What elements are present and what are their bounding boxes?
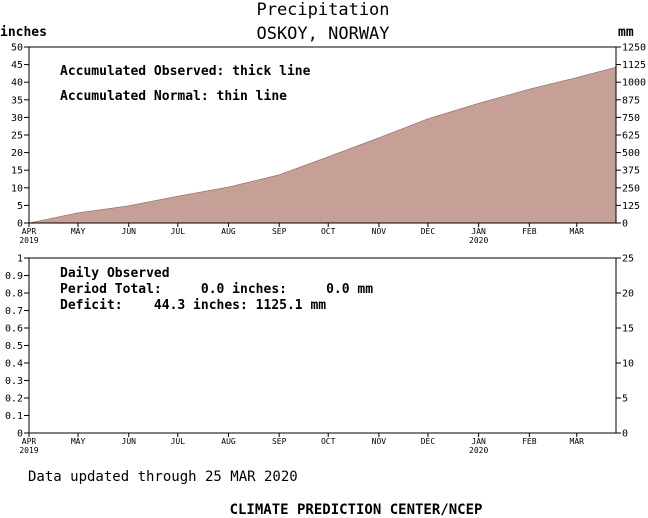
chart-title: Precipitation xyxy=(256,0,389,20)
x-tick-label: SEP xyxy=(272,227,287,236)
normal-note: Accumulated Normal: thin line xyxy=(60,89,287,104)
y-right-tick-label: 15 xyxy=(622,324,634,335)
y-tick-label: 0.2 xyxy=(5,394,23,405)
y-tick-label: 0.6 xyxy=(5,324,23,335)
x-tick-label: MAR xyxy=(570,437,585,446)
y-right-tick-label: 1000 xyxy=(622,78,646,89)
y-right-tick-label: 5 xyxy=(622,394,628,405)
x-tick-label: APR xyxy=(22,227,37,236)
y-tick-label: 0.4 xyxy=(5,359,23,370)
y-tick-label: 40 xyxy=(11,78,23,89)
x-tick-label: FEB xyxy=(522,227,537,236)
y-tick-label: 5 xyxy=(17,201,23,212)
y-tick-label: 0 xyxy=(17,219,23,230)
y-tick-label: 0.1 xyxy=(5,411,23,422)
x-tick-label: MAY xyxy=(71,437,86,446)
y-tick-label: 30 xyxy=(11,113,23,124)
y-tick-label: 20 xyxy=(11,148,23,159)
deficit-text: Deficit: 44.3 inches: 1125.1 mm xyxy=(60,298,326,313)
y-tick-label: 35 xyxy=(11,95,23,106)
x-tick-label: AUG xyxy=(221,437,236,446)
daily-panel: 00.10.20.30.40.50.60.70.80.910510152025A… xyxy=(5,254,634,456)
normal-area-0 xyxy=(28,66,617,224)
y-right-tick-label: 500 xyxy=(622,148,640,159)
y-tick-label: 0 xyxy=(17,429,23,440)
y-right-tick-label: 250 xyxy=(622,183,640,194)
x-tick-label: NOV xyxy=(372,437,387,446)
y-tick-label: 1 xyxy=(17,254,23,265)
x-tick-label: JAN xyxy=(471,437,486,446)
y-right-tick-label: 125 xyxy=(622,201,640,212)
x-tick-label: FEB xyxy=(522,437,537,446)
y-tick-label: 25 xyxy=(11,131,23,142)
period-total-text: Period Total: 0.0 inches: 0.0 mm xyxy=(60,282,373,297)
y-tick-label: 45 xyxy=(11,60,23,71)
x-tick-label: APR xyxy=(22,437,37,446)
x-tick-year: 2019 xyxy=(19,236,38,245)
x-tick-label: MAY xyxy=(71,227,86,236)
y-right-tick-label: 0 xyxy=(622,429,628,440)
x-tick-label: JUL xyxy=(171,227,186,236)
y-right-tick-label: 20 xyxy=(622,289,634,300)
y-right-tick-label: 1125 xyxy=(622,60,646,71)
chart-subtitle: OSKOY, NORWAY xyxy=(256,24,389,44)
y-tick-label: 0.3 xyxy=(5,376,23,387)
x-tick-label: JAN xyxy=(471,227,486,236)
x-tick-label: AUG xyxy=(221,227,236,236)
data-updated-text: Data updated through 25 MAR 2020 xyxy=(28,469,298,485)
x-tick-label: SEP xyxy=(272,437,287,446)
x-tick-label: NOV xyxy=(372,227,387,236)
x-tick-year: 2020 xyxy=(469,236,488,245)
x-tick-label: OCT xyxy=(321,227,336,236)
x-tick-label: JUN xyxy=(122,437,137,446)
y-tick-label: 0.8 xyxy=(5,289,23,300)
left-unit-label: inches xyxy=(0,25,47,40)
x-tick-label: JUL xyxy=(171,437,186,446)
x-tick-label: OCT xyxy=(321,437,336,446)
x-tick-label: DEC xyxy=(421,227,436,236)
y-right-tick-label: 625 xyxy=(622,131,640,142)
y-right-tick-label: 0 xyxy=(622,219,628,230)
y-tick-label: 0.9 xyxy=(5,271,23,282)
y-right-tick-label: 750 xyxy=(622,113,640,124)
x-tick-year: 2019 xyxy=(19,446,38,455)
right-unit-label: mm xyxy=(618,25,634,40)
y-tick-label: 0.5 xyxy=(5,341,23,352)
daily-observed-label: Daily Observed xyxy=(60,266,170,281)
y-tick-label: 0.7 xyxy=(5,306,23,317)
y-right-tick-label: 875 xyxy=(622,95,640,106)
y-right-tick-label: 1250 xyxy=(622,43,646,54)
x-tick-label: JUN xyxy=(122,227,137,236)
observed-note: Accumulated Observed: thick line xyxy=(60,64,311,79)
y-tick-label: 15 xyxy=(11,166,23,177)
y-right-tick-label: 25 xyxy=(622,254,634,265)
y-tick-label: 10 xyxy=(11,183,23,194)
y-tick-label: 50 xyxy=(11,43,23,54)
x-tick-label: DEC xyxy=(421,437,436,446)
x-tick-year: 2020 xyxy=(469,446,488,455)
accumulated-panel: 0510152025303540455001252503755006257508… xyxy=(11,43,646,246)
credit-text: CLIMATE PREDICTION CENTER/NCEP xyxy=(230,502,483,518)
y-right-tick-label: 375 xyxy=(622,166,640,177)
y-right-tick-label: 10 xyxy=(622,359,634,370)
x-tick-label: MAR xyxy=(570,227,585,236)
